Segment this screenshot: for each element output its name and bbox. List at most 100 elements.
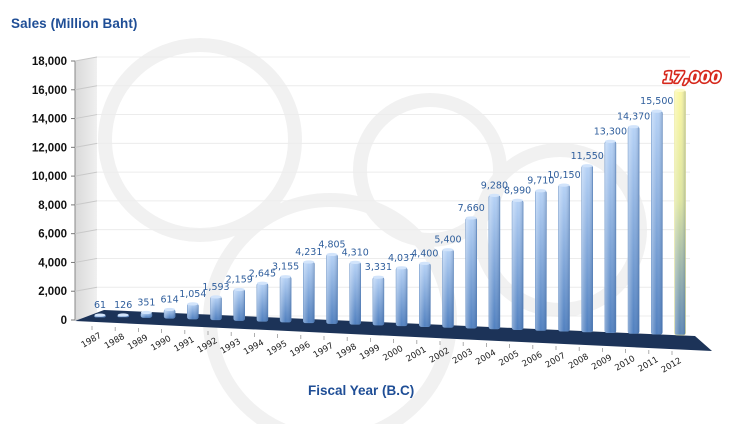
- gridline-wall: [74, 142, 98, 148]
- bar-shade: [303, 261, 315, 323]
- bar-cap: [117, 313, 129, 317]
- data-label: 2,645: [249, 268, 276, 279]
- y-tick-label: 0: [61, 315, 67, 327]
- gridline-wall: [74, 85, 98, 91]
- x-tick-label: 2007: [544, 351, 568, 370]
- bar-shade: [280, 276, 292, 323]
- bar-cap: [604, 139, 616, 143]
- y-tick-label: 14,000: [32, 114, 67, 126]
- bar-shade: [581, 165, 593, 332]
- data-label: 4,310: [342, 247, 369, 258]
- x-tick-label: 1998: [335, 342, 359, 361]
- watermark-ring: [98, 38, 302, 242]
- x-tick-label: 2012: [660, 356, 684, 375]
- gridline-wall: [74, 229, 98, 235]
- x-tick-label: 2009: [590, 353, 614, 372]
- x-tick-label: 1987: [80, 331, 104, 350]
- data-label: 3,155: [272, 262, 299, 273]
- gridline-wall: [74, 114, 98, 120]
- data-label: 7,660: [458, 203, 485, 214]
- x-tick-label: 2011: [637, 355, 661, 374]
- x-tick-label: 1993: [219, 337, 243, 356]
- data-label: 4,037: [388, 253, 415, 264]
- x-tick-label: 2001: [405, 345, 429, 364]
- data-label: 13,300: [594, 126, 627, 137]
- forecast-value-label: 17,000: [663, 68, 721, 86]
- bar-shade: [210, 296, 222, 320]
- x-tick-label: 1996: [289, 340, 313, 359]
- bar-shade: [488, 195, 500, 329]
- y-tick-label: 18,000: [32, 56, 67, 68]
- bar-shade: [396, 267, 408, 326]
- x-tick-label: 2000: [381, 344, 405, 363]
- y-axis-title: Sales (Million Baht): [11, 16, 138, 31]
- bar-cap: [280, 275, 292, 279]
- bar-cap: [372, 275, 384, 279]
- bar-shade: [419, 263, 431, 327]
- x-tick-label: 1988: [103, 332, 127, 351]
- bar-cap: [512, 198, 524, 202]
- data-label: 61: [94, 300, 106, 311]
- data-label: 15,500: [640, 96, 673, 107]
- bar-cap: [558, 183, 570, 187]
- bar-shade: [465, 217, 477, 329]
- bar-shade: [187, 303, 199, 320]
- gridline-wall: [74, 200, 98, 206]
- bar-cap: [233, 287, 245, 292]
- y-tick-label: 16,000: [32, 85, 67, 97]
- data-label: 351: [137, 297, 155, 308]
- data-label: 11,550: [571, 151, 604, 162]
- bar-cap: [419, 261, 431, 265]
- bar-cap: [210, 295, 222, 299]
- data-label: 614: [161, 294, 179, 305]
- bar-cap: [581, 164, 593, 168]
- bar-cap: [465, 216, 477, 220]
- x-tick-label: 1994: [242, 338, 266, 357]
- bar-cap: [535, 189, 547, 193]
- bar-cap: [140, 310, 152, 315]
- x-axis-title: Fiscal Year (B.C): [308, 383, 415, 398]
- bar-cap: [164, 307, 176, 312]
- data-label: 14,370: [617, 112, 650, 123]
- bar-cap: [651, 109, 663, 113]
- data-label: 4,400: [411, 248, 438, 259]
- data-label: 4,231: [295, 247, 322, 258]
- bar-cap: [303, 260, 315, 264]
- data-label: 3,331: [365, 262, 392, 273]
- bar-cap: [628, 125, 640, 129]
- x-tick-label: 1997: [312, 341, 336, 360]
- data-label: 9,280: [481, 180, 508, 191]
- bar-cap: [256, 281, 268, 285]
- bar-cap: [94, 313, 106, 317]
- y-tick-label: 10,000: [32, 171, 67, 183]
- data-label: 8,990: [504, 185, 531, 196]
- y-tick-label: 4,000: [38, 257, 67, 269]
- bar-shade: [604, 141, 616, 333]
- gridline-wall: [74, 286, 98, 292]
- data-label: 1,593: [202, 282, 229, 293]
- bar-shade: [628, 126, 640, 334]
- bar-cap: [674, 88, 686, 92]
- bar-shade: [349, 262, 361, 325]
- bar-shade: [164, 309, 176, 319]
- left-wall: [75, 57, 97, 320]
- bar-shade: [372, 277, 384, 326]
- bar-shade: [674, 90, 686, 335]
- x-tick-label: 1999: [358, 343, 382, 362]
- bar-shade: [233, 289, 245, 321]
- x-tick-label: 2008: [567, 352, 591, 371]
- bar-cap: [187, 302, 199, 306]
- x-tick-label: 2006: [521, 350, 545, 369]
- bar-shade: [535, 190, 547, 331]
- x-tick-label: 1990: [149, 334, 173, 353]
- gridline-wall: [74, 257, 98, 263]
- bar-shade: [442, 249, 454, 328]
- gridline-wall: [74, 171, 98, 177]
- gridline-wall: [74, 56, 98, 62]
- bar-shade: [256, 283, 268, 322]
- bar-shade: [651, 111, 663, 335]
- data-label: 126: [114, 300, 132, 311]
- data-label: 5,400: [434, 235, 461, 246]
